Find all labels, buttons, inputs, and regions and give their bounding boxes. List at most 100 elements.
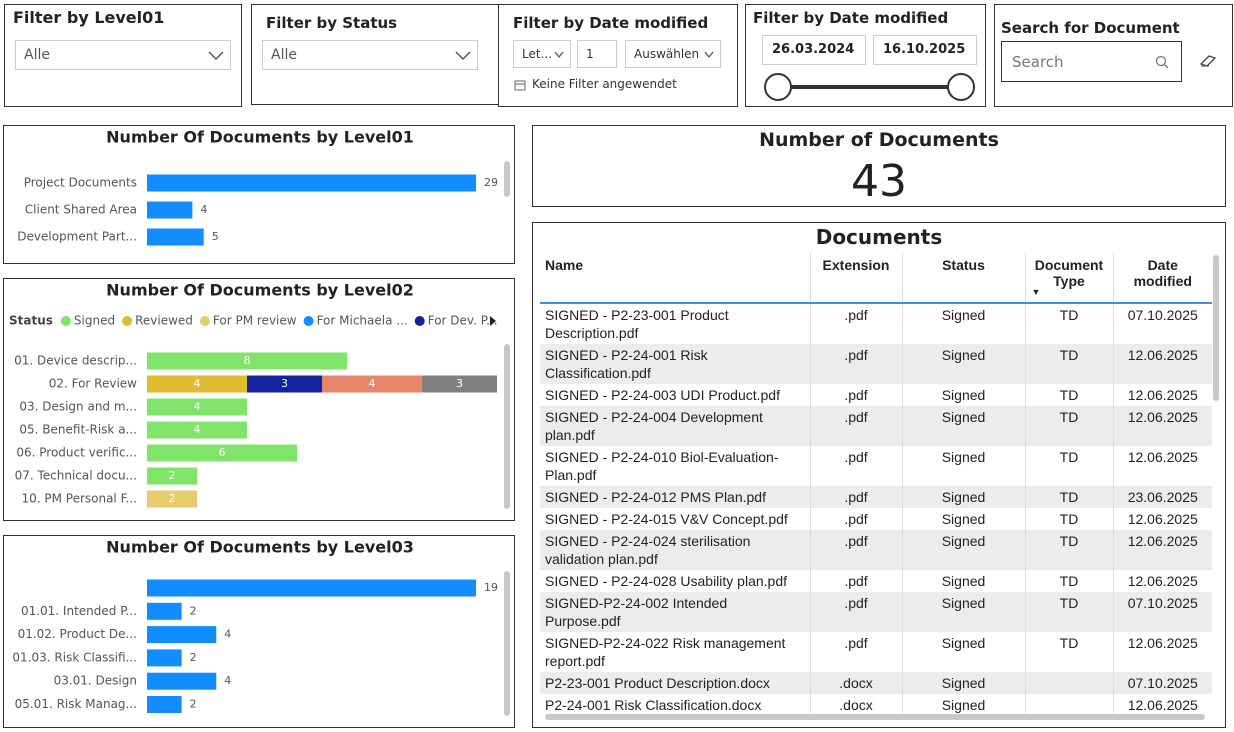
date-start[interactable]: 26.03.2024 [762,35,866,65]
slider-handle[interactable] [764,73,792,101]
dropdown[interactable]: Alle [15,40,231,70]
cell-text: Signed [941,635,986,651]
legend-marker [414,316,425,326]
table-cell: Signed [902,530,1026,570]
chevron-icon [208,51,224,60]
header-text: Status [942,257,985,273]
table-cell: 23.06.2025 [1113,486,1212,508]
table-cell: 12.06.2025 [1113,632,1212,672]
cell-text: 12.06.2025 [1127,533,1198,549]
table-row: SIGNED - P2-24-015 V&V Concept.pdf .pdf Si… [540,508,1212,530]
cell-text: TD [1059,573,1079,589]
number-input[interactable]: 1 [577,40,617,68]
table-cell: Signed [902,344,1026,384]
table: Name Extension Status Document Type ▼ Date mo… [540,253,1212,713]
table-cell: .pdf [810,384,903,406]
table-cell: TD [1025,632,1114,672]
data-label: 3 [456,377,463,390]
data-label: 8 [244,354,251,367]
scrollbar[interactable] [504,344,510,509]
scrollbar[interactable] [504,571,510,716]
cell-text: SIGNED - P2-24-004 Development plan.pdf [545,409,763,443]
legend-label: For Michaela ... [317,314,408,328]
table-cell: TD [1025,303,1114,344]
cell-text: 12.06.2025 [1127,573,1198,589]
chart-title: Number Of Documents by Level02 [106,281,414,300]
table-cell: TD [1025,530,1114,570]
cell-text: Signed [941,511,986,527]
bar [147,228,204,246]
filter-note: Keine Filter angewendet [532,77,677,91]
kpi-value: 43 [851,156,907,207]
table-cell [1025,672,1114,694]
filter-date-relative: Filter by Date modified Let... 1 Auswähl… [498,4,738,107]
bar [147,201,193,219]
cell-text: .pdf [844,533,868,549]
bar [147,649,182,667]
category-label: Project Documents [24,176,137,190]
table-row: SIGNED - P2-24-012 PMS Plan.pdf .pdf Signe… [540,486,1212,508]
table-cell: SIGNED-P2-24-002 Intended Purpose.pdf [540,592,811,632]
filter-title: Filter by Date modified [513,14,709,32]
slider-handle[interactable] [947,73,975,101]
scrollbar[interactable] [545,714,1205,720]
sort-arrow: ▼ [1031,287,1041,297]
search-input[interactable]: Search [1001,41,1182,82]
table-row: SIGNED-P2-24-002 Intended Purpose.pdf .pd… [540,592,1212,632]
table-cell: SIGNED - P2-24-015 V&V Concept.pdf [540,508,811,530]
search-placeholder: Search [1012,53,1064,71]
filter-title: Search for Document [1001,19,1180,37]
legend-marker [60,316,71,326]
data-label: 2 [190,604,197,617]
cell-text: 07.10.2025 [1127,595,1198,611]
table-cell: 12.06.2025 [1113,530,1212,570]
date-value: 16.10.2025 [883,42,966,57]
data-label: 2 [169,492,176,505]
cell-text: Signed [941,697,986,713]
bar [147,602,182,620]
cell-text: .pdf [844,347,868,363]
cell-text: Signed [941,409,986,425]
cell-text: .pdf [844,573,868,589]
date-slider[interactable] [756,71,981,105]
cell-text: TD [1059,409,1079,425]
cell-text: 12.06.2025 [1127,697,1198,713]
table-cell: SIGNED - P2-24-003 UDI Product.pdf [540,384,811,406]
data-label: 4 [369,377,376,390]
table-row: SIGNED - P2-24-010 Biol-Evaluation-Plan.… [540,446,1212,486]
data-label: 4 [194,423,201,436]
category-label: Development Part... [17,230,137,244]
filter-title: Filter by Level01 [13,8,165,27]
header-text: Extension [822,257,890,273]
dropdown[interactable]: Auswählen [625,40,721,68]
date-end[interactable]: 16.10.2025 [873,35,977,65]
scrollbar[interactable] [504,161,510,197]
cell-text: 12.06.2025 [1127,347,1198,363]
table-row: SIGNED - P2-24-003 UDI Product.pdf .pdf Si… [540,384,1212,406]
cell-text: Signed [941,347,986,363]
category-label: 06. Product verific... [16,446,137,460]
table-cell: SIGNED - P2-24-024 sterilisation validat… [540,530,811,570]
dropdown[interactable]: Alle [262,40,478,70]
legend-marker [199,316,210,326]
cell-text: 07.10.2025 [1127,307,1198,323]
data-label: 4 [194,400,201,413]
table-cell: 12.06.2025 [1113,406,1212,446]
table-cell: TD [1025,406,1114,446]
scrollbar[interactable] [1213,255,1219,401]
column-header: Extension [810,253,903,304]
table-cell: SIGNED - P2-23-001 Product Description.p… [540,303,811,344]
legend-label: Reviewed [135,314,193,328]
table-cell: 07.10.2025 [1113,303,1212,344]
dropdown[interactable]: Let... [513,40,571,68]
table-cell: Signed [902,303,1026,344]
column-header: Status [902,253,1026,304]
eraser-icon[interactable] [1199,54,1217,68]
table-cell: .pdf [810,530,903,570]
table-cell: Signed [902,570,1026,592]
cell-text: .docx [839,675,873,691]
chart-title: Number Of Documents by Level01 [106,128,414,147]
cell-text: TD [1059,347,1079,363]
table-cell: P2-23-001 Product Description.docx [540,672,811,694]
